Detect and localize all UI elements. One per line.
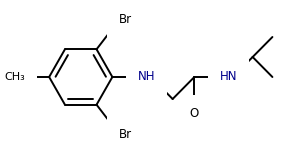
Text: Br: Br	[119, 13, 132, 26]
Text: NH: NH	[138, 71, 155, 84]
Text: CH₃: CH₃	[5, 72, 25, 82]
Text: HN: HN	[220, 71, 237, 84]
Text: Br: Br	[119, 128, 132, 141]
Text: O: O	[190, 107, 199, 120]
